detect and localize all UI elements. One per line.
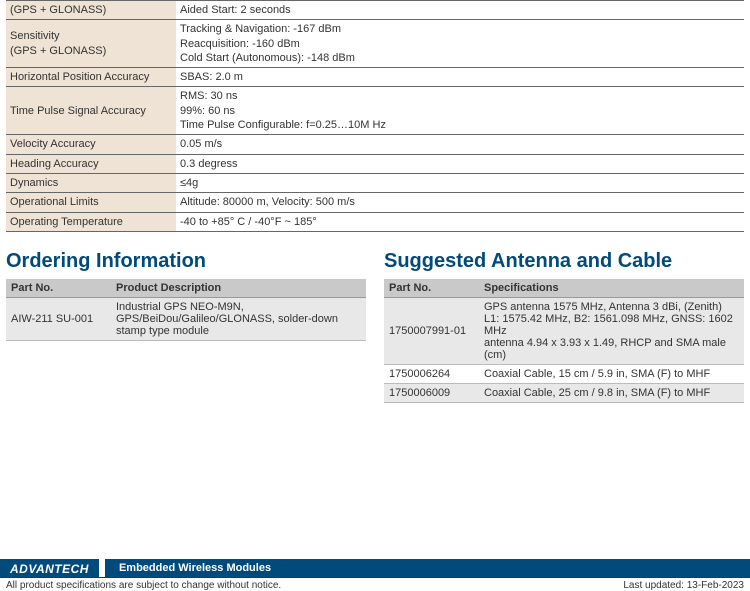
spec-label: (GPS + GLONASS) xyxy=(6,1,176,20)
spec-label: Operating Temperature xyxy=(6,212,176,231)
ordering-col-desc: Product Description xyxy=(111,279,366,298)
footer-logo: ADVANTECH xyxy=(0,559,99,577)
spec-value: 0.05 m/s xyxy=(176,135,744,154)
spec-label: Dynamics xyxy=(6,173,176,192)
suggested-heading: Suggested Antenna and Cable xyxy=(384,250,744,273)
suggested-row: 1750006264Coaxial Cable, 15 cm / 5.9 in,… xyxy=(384,364,744,383)
spec-label: Heading Accuracy xyxy=(6,154,176,173)
suggested-col-partno: Part No. xyxy=(384,279,479,298)
suggested-desc: Coaxial Cable, 25 cm / 9.8 in, SMA (F) t… xyxy=(479,383,744,402)
spec-label: Operational Limits xyxy=(6,193,176,212)
footer-notice: All product specifications are subject t… xyxy=(6,580,281,591)
suggested-col-desc: Specifications xyxy=(479,279,744,298)
ordering-col-partno: Part No. xyxy=(6,279,111,298)
spec-label: Sensitivity(GPS + GLONASS) xyxy=(6,20,176,68)
spec-label: Velocity Accuracy xyxy=(6,135,176,154)
suggested-row: 1750007991-01GPS antenna 1575 MHz, Anten… xyxy=(384,297,744,364)
spec-value: -40 to +85° C / -40°F ~ 185° xyxy=(176,212,744,231)
spec-label: Horizontal Position Accuracy xyxy=(6,68,176,87)
suggested-desc: Coaxial Cable, 15 cm / 5.9 in, SMA (F) t… xyxy=(479,364,744,383)
suggested-partno: 1750006009 xyxy=(384,383,479,402)
spec-row: Dynamics≤4g xyxy=(6,173,744,192)
suggested-row: 1750006009Coaxial Cable, 25 cm / 9.8 in,… xyxy=(384,383,744,402)
spec-value: RMS: 30 ns99%: 60 nsTime Pulse Configura… xyxy=(176,87,744,135)
spec-table: (GPS + GLONASS)Aided Start: 2 secondsSen… xyxy=(6,0,744,232)
ordering-desc: Industrial GPS NEO-M9N, GPS/BeiDou/Galil… xyxy=(111,297,366,340)
spec-label: Time Pulse Signal Accuracy xyxy=(6,87,176,135)
spec-row: Heading Accuracy0.3 degress xyxy=(6,154,744,173)
spec-row: Time Pulse Signal AccuracyRMS: 30 ns99%:… xyxy=(6,87,744,135)
spec-row: (GPS + GLONASS)Aided Start: 2 seconds xyxy=(6,1,744,20)
ordering-partno: AIW-211 SU-001 xyxy=(6,297,111,340)
spec-row: Operating Temperature-40 to +85° C / -40… xyxy=(6,212,744,231)
suggested-table: Part No. Specifications 1750007991-01GPS… xyxy=(384,279,744,403)
spec-value: Aided Start: 2 seconds xyxy=(176,1,744,20)
spec-row: Horizontal Position AccuracySBAS: 2.0 m xyxy=(6,68,744,87)
ordering-row: AIW-211 SU-001Industrial GPS NEO-M9N, GP… xyxy=(6,297,366,340)
footer-title: Embedded Wireless Modules xyxy=(105,559,750,577)
suggested-partno: 1750007991-01 xyxy=(384,297,479,364)
ordering-table: Part No. Product Description AIW-211 SU-… xyxy=(6,279,366,341)
ordering-heading: Ordering Information xyxy=(6,250,366,273)
spec-value: Tracking & Navigation: -167 dBmReacquisi… xyxy=(176,20,744,68)
spec-value: Altitude: 80000 m, Velocity: 500 m/s xyxy=(176,193,744,212)
spec-row: Velocity Accuracy0.05 m/s xyxy=(6,135,744,154)
footer: ADVANTECH Embedded Wireless Modules All … xyxy=(0,559,750,591)
spec-value: SBAS: 2.0 m xyxy=(176,68,744,87)
suggested-desc: GPS antenna 1575 MHz, Antenna 3 dBi, (Ze… xyxy=(479,297,744,364)
spec-value: ≤4g xyxy=(176,173,744,192)
spec-row: Operational LimitsAltitude: 80000 m, Vel… xyxy=(6,193,744,212)
footer-updated: Last updated: 13-Feb-2023 xyxy=(623,580,744,591)
suggested-partno: 1750006264 xyxy=(384,364,479,383)
spec-row: Sensitivity(GPS + GLONASS)Tracking & Nav… xyxy=(6,20,744,68)
spec-value: 0.3 degress xyxy=(176,154,744,173)
